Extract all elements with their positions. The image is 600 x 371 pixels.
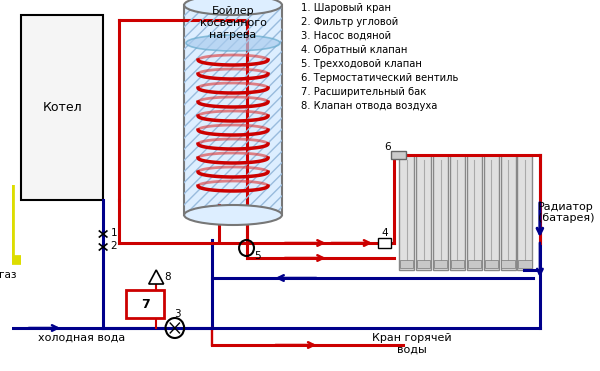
Text: 3. Насос водяной: 3. Насос водяной [301, 31, 391, 41]
Bar [400, 260, 413, 268]
Bar [433, 155, 448, 270]
Bar [21, 15, 103, 200]
Bar [500, 155, 515, 270]
Text: холодная вода: холодная вода [38, 333, 125, 343]
Bar [517, 155, 532, 270]
Bar [399, 155, 414, 270]
Polygon shape [149, 270, 164, 284]
Text: 1: 1 [110, 228, 117, 238]
Ellipse shape [184, 0, 282, 15]
Bar [450, 155, 465, 270]
Bar [502, 260, 515, 268]
Text: 2. Фильтр угловой: 2. Фильтр угловой [301, 17, 398, 27]
Bar [451, 260, 464, 268]
Bar [391, 151, 406, 159]
Text: 4. Обратный клапан: 4. Обратный клапан [301, 45, 407, 55]
Bar [417, 260, 430, 268]
Text: 5: 5 [254, 251, 261, 261]
Bar [518, 260, 532, 268]
Bar [468, 260, 481, 268]
Text: 6. Термостатический вентиль: 6. Термостатический вентиль [301, 73, 458, 83]
Bar [467, 155, 482, 270]
Text: Котел: Котел [43, 101, 82, 114]
Text: Радиатор
(батарея): Радиатор (батарея) [538, 202, 595, 223]
Bar [434, 260, 447, 268]
Text: 8. Клапан отвода воздуха: 8. Клапан отвода воздуха [301, 101, 437, 111]
Text: 5. Трехходовой клапан: 5. Трехходовой клапан [301, 59, 421, 69]
Text: 6: 6 [384, 142, 391, 152]
Text: 4: 4 [381, 228, 388, 238]
Text: 1. Шаровый кран: 1. Шаровый кран [301, 3, 391, 13]
Text: газ: газ [0, 270, 17, 280]
Bar [484, 155, 499, 270]
Bar [184, 5, 282, 215]
Bar [184, 5, 282, 215]
Text: Бойлер
косвенного
нагрева: Бойлер косвенного нагрева [200, 6, 266, 40]
Text: 7: 7 [140, 298, 149, 311]
Text: 7. Расширительный бак: 7. Расширительный бак [301, 87, 426, 97]
Ellipse shape [186, 35, 280, 51]
Text: Кран горячей
воды: Кран горячей воды [373, 334, 452, 355]
Bar [485, 260, 498, 268]
Text: 3: 3 [175, 309, 181, 319]
Bar [378, 238, 391, 248]
Text: 2: 2 [110, 241, 117, 251]
Ellipse shape [184, 205, 282, 225]
Text: 8: 8 [164, 272, 170, 282]
Bar [127, 290, 164, 318]
Bar [416, 155, 431, 270]
